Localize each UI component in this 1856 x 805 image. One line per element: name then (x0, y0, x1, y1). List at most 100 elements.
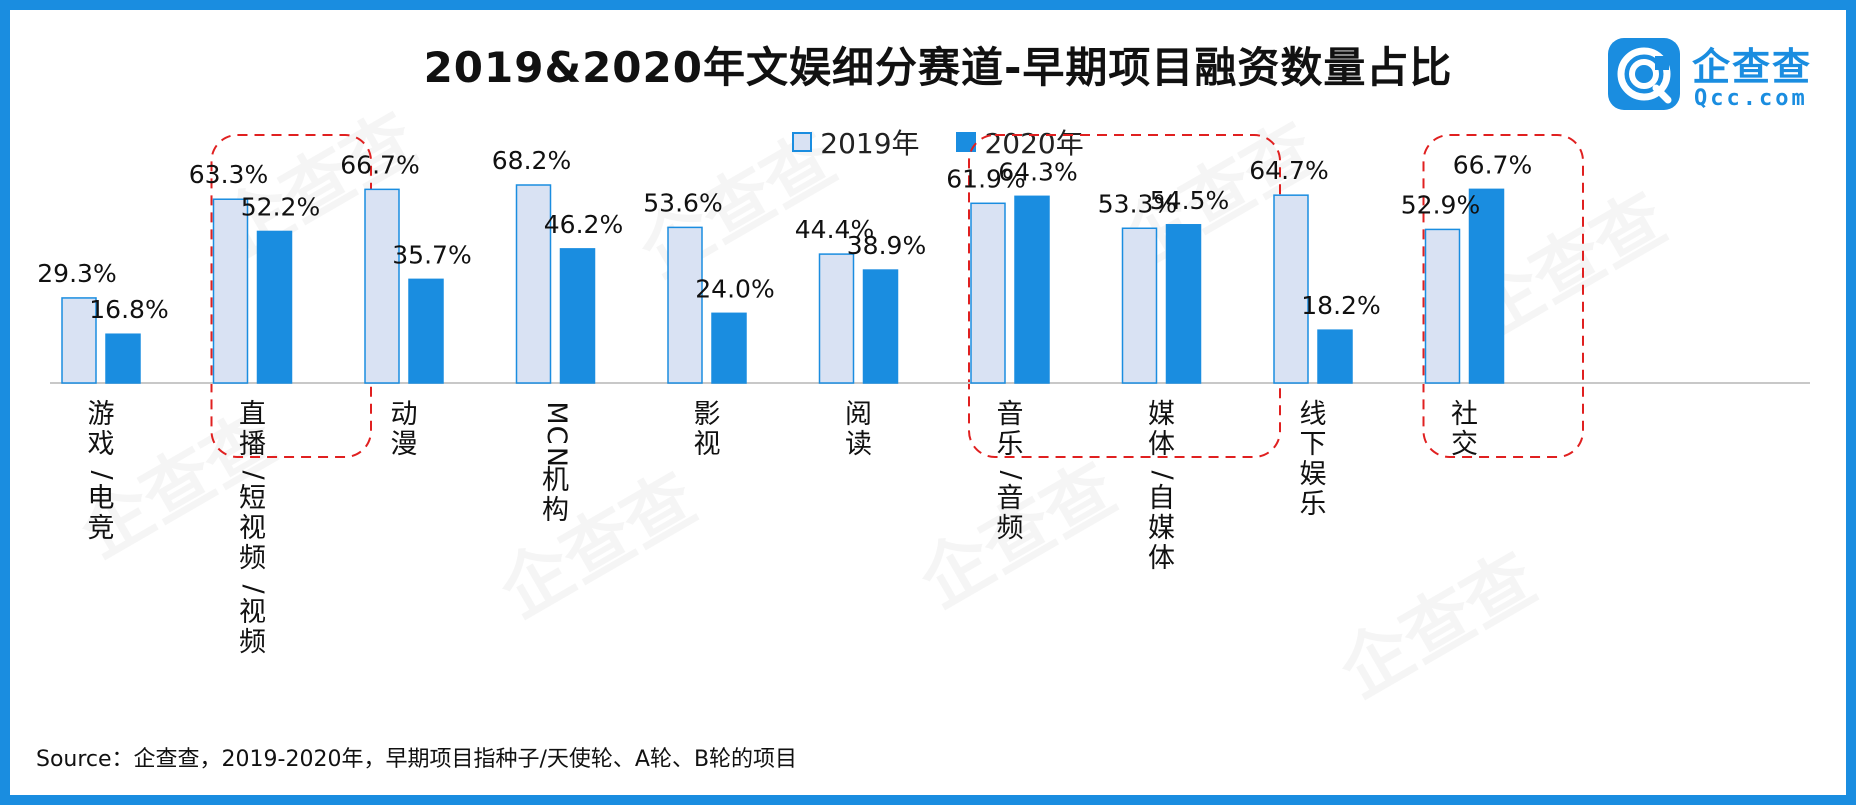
svg-text:游: 游 (88, 399, 115, 430)
data-label-2019-4: 53.6% (643, 188, 722, 217)
bar-chart: 29.3%16.8%游戏/电竞63.3%52.2%直播/短视频/视频66.7%3… (37, 134, 1810, 658)
category-label-9: 社交 (1451, 399, 1478, 460)
svg-text:短: 短 (239, 483, 266, 514)
legend-label-2019: 2019年 (820, 127, 920, 160)
data-label-2019-3: 68.2% (492, 146, 571, 175)
logo-name: 企查查 (1692, 45, 1813, 89)
bar-2020-3 (559, 248, 596, 384)
svg-text:频: 频 (997, 513, 1024, 544)
svg-text:N: N (541, 447, 572, 467)
legend-label-2020: 2020年 (984, 127, 1084, 160)
svg-text:C: C (541, 426, 572, 445)
bar-2020-8 (1317, 329, 1353, 384)
legend-item-2019: 2019年 (792, 122, 920, 162)
svg-text:乐: 乐 (1300, 489, 1327, 520)
svg-text:读: 读 (845, 429, 872, 460)
bar-2020-2 (408, 278, 444, 384)
data-label-2020-6: 64.3% (998, 157, 1077, 186)
svg-text:媒: 媒 (1148, 399, 1175, 430)
svg-text:交: 交 (1451, 429, 1478, 460)
bar-2019-8 (1273, 194, 1309, 384)
svg-text:音: 音 (997, 483, 1024, 514)
svg-text:音: 音 (997, 399, 1024, 430)
svg-text:视: 视 (239, 597, 266, 628)
qcc-logo-icon (1608, 38, 1680, 110)
svg-text:娱: 娱 (1300, 459, 1327, 490)
svg-text:下: 下 (1300, 429, 1327, 460)
svg-text:电: 电 (88, 483, 115, 514)
svg-text:构: 构 (542, 495, 569, 526)
svg-text:M: M (541, 401, 572, 424)
category-label-2: 动漫 (391, 399, 418, 460)
category-label-6: 音乐 / 音频 (996, 399, 1027, 544)
category-label-0: 游戏 / 电竞 (87, 399, 118, 544)
svg-text:线: 线 (1300, 399, 1327, 430)
svg-text:阅: 阅 (845, 399, 872, 430)
bar-2019-2 (364, 188, 400, 384)
bar-2020-5 (862, 269, 899, 384)
data-label-2020-4: 24.0% (695, 274, 774, 303)
data-label-2019-5: 44.4% (795, 215, 874, 244)
legend-item-2020: 2020年 (956, 122, 1084, 162)
svg-text:影: 影 (694, 399, 721, 430)
bar-2019-1 (212, 198, 249, 384)
svg-text:体: 体 (1148, 429, 1175, 460)
source-note: Source：企查查，2019-2020年，早期项目指种子/天使轮、A轮、B轮的… (36, 747, 798, 772)
data-label-2019-7: 53.3% (1098, 189, 1177, 218)
data-label-2020-1: 52.2% (241, 192, 320, 221)
bar-2020-4 (711, 312, 747, 384)
data-label-2019-6: 61.9% (946, 164, 1025, 193)
bar-2019-0 (61, 297, 97, 384)
svg-text:频: 频 (239, 627, 266, 658)
svg-text:动: 动 (391, 399, 418, 430)
svg-text:频: 频 (239, 543, 266, 574)
bar-2020-0 (105, 333, 141, 384)
svg-text:视: 视 (239, 513, 266, 544)
data-label-2020-7: 54.5% (1150, 186, 1229, 215)
svg-text:/: / (1147, 470, 1178, 480)
legend: 2019年 2020年 (10, 122, 1846, 162)
svg-text:戏: 戏 (88, 429, 115, 460)
svg-text:乐: 乐 (997, 429, 1024, 460)
qcc-logo: 企查查 Qcc.com (1608, 38, 1846, 114)
bar-2020-6 (1014, 195, 1050, 384)
data-label-2020-9: 66.7% (1453, 150, 1532, 179)
data-label-2019-2: 66.7% (340, 150, 419, 179)
svg-text:社: 社 (1451, 399, 1478, 430)
highlight-box-2 (1422, 134, 1584, 458)
data-label-2020-5: 38.9% (847, 231, 926, 260)
category-label-4: 影视 (694, 399, 721, 460)
bar-2020-1 (256, 230, 293, 384)
svg-text:/: / (238, 470, 269, 480)
bar-2019-9 (1424, 228, 1461, 384)
bar-2020-9 (1468, 188, 1505, 384)
data-label-2019-1: 63.3% (189, 160, 268, 189)
data-label-2020-8: 18.2% (1301, 291, 1380, 320)
highlight-box-0 (210, 134, 372, 458)
category-label-1: 直播 / 短视频 / 视频 (238, 399, 269, 658)
data-label-2020-0: 16.8% (89, 295, 168, 324)
bar-2020-7 (1165, 224, 1202, 384)
category-label-5: 阅读 (845, 399, 872, 460)
bar-2019-4 (667, 226, 703, 384)
svg-text:直: 直 (239, 399, 266, 430)
data-label-2019-9: 52.9% (1401, 190, 1480, 219)
bar-2019-5 (818, 253, 855, 384)
category-label-7: 媒体/自媒体 (1147, 399, 1178, 574)
svg-text:/: / (87, 470, 118, 480)
svg-text:机: 机 (542, 465, 569, 496)
data-label-2019-0: 29.3% (37, 259, 116, 288)
data-label-2019-8: 64.7% (1249, 156, 1328, 185)
chart-title: 2019&2020年文娱细分赛道-早期项目融资数量占比 (423, 43, 1453, 92)
svg-text:体: 体 (1148, 543, 1175, 574)
svg-text:漫: 漫 (391, 429, 418, 460)
svg-text:竞: 竞 (88, 513, 115, 544)
legend-swatch-2020 (956, 132, 977, 152)
svg-text:/: / (996, 470, 1027, 480)
svg-text:播: 播 (239, 429, 266, 460)
data-label-2020-3: 46.2% (544, 210, 623, 239)
legend-swatch-2019 (792, 132, 813, 152)
svg-text:自: 自 (1148, 483, 1175, 514)
